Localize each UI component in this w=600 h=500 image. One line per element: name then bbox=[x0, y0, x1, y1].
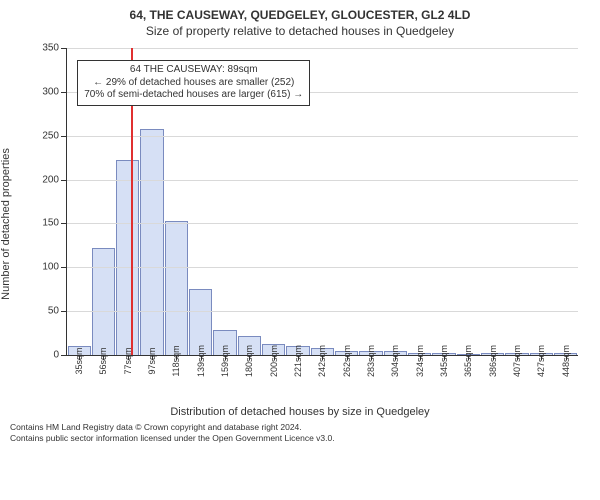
x-tick-label: 56sqm bbox=[98, 347, 108, 374]
x-axis-label: Distribution of detached houses by size … bbox=[10, 406, 590, 418]
x-tick-label: 180sqm bbox=[244, 345, 254, 377]
y-tick-label: 350 bbox=[42, 43, 59, 54]
x-tick-label: 386sqm bbox=[488, 345, 498, 377]
x-tick: 56sqm bbox=[91, 355, 115, 399]
plot-wrap: Number of detached properties 35sqm56sqm… bbox=[10, 44, 590, 404]
gridline bbox=[67, 180, 578, 181]
y-tick bbox=[61, 355, 67, 356]
footer: Contains HM Land Registry data © Crown c… bbox=[10, 422, 590, 443]
x-tick: 200sqm bbox=[262, 355, 286, 399]
footer-line-1: Contains HM Land Registry data © Crown c… bbox=[10, 422, 590, 433]
y-tick-label: 200 bbox=[42, 174, 59, 185]
x-tick-label: 118sqm bbox=[171, 345, 181, 376]
y-tick bbox=[61, 136, 67, 137]
annotation-line: 70% of semi-detached houses are larger (… bbox=[84, 89, 303, 102]
x-tick-label: 159sqm bbox=[220, 345, 230, 377]
x-tick-label: 139sqm bbox=[196, 345, 206, 377]
x-tick-label: 448sqm bbox=[561, 345, 571, 377]
gridline bbox=[67, 267, 578, 268]
y-tick bbox=[61, 180, 67, 181]
annotation-box: 64 THE CAUSEWAY: 89sqm← 29% of detached … bbox=[77, 60, 310, 106]
x-tick: 448sqm bbox=[554, 355, 578, 399]
page-subtitle: Size of property relative to detached ho… bbox=[10, 24, 590, 38]
x-tick-label: 365sqm bbox=[463, 345, 473, 377]
gridline bbox=[67, 136, 578, 137]
y-tick bbox=[61, 48, 67, 49]
x-tick: 427sqm bbox=[529, 355, 553, 399]
y-tick-label: 50 bbox=[48, 306, 59, 317]
x-tick: 97sqm bbox=[140, 355, 164, 399]
y-tick-label: 300 bbox=[42, 86, 59, 97]
y-tick-label: 150 bbox=[42, 218, 59, 229]
page-title: 64, THE CAUSEWAY, QUEDGELEY, GLOUCESTER,… bbox=[10, 8, 590, 22]
gridline bbox=[67, 223, 578, 224]
annotation-line: 64 THE CAUSEWAY: 89sqm bbox=[84, 64, 303, 77]
x-tick: 386sqm bbox=[481, 355, 505, 399]
x-tick-label: 407sqm bbox=[512, 345, 522, 377]
histogram-bar bbox=[116, 160, 139, 355]
x-tick: 77sqm bbox=[116, 355, 140, 399]
x-tick-label: 283sqm bbox=[366, 345, 376, 377]
x-tick: 304sqm bbox=[383, 355, 407, 399]
x-tick: 407sqm bbox=[505, 355, 529, 399]
x-tick: 139sqm bbox=[189, 355, 213, 399]
x-ticks-group: 35sqm56sqm77sqm97sqm118sqm139sqm159sqm18… bbox=[67, 355, 578, 399]
x-tick: 180sqm bbox=[237, 355, 261, 399]
x-tick: 283sqm bbox=[359, 355, 383, 399]
y-tick bbox=[61, 223, 67, 224]
chart-container: 64, THE CAUSEWAY, QUEDGELEY, GLOUCESTER,… bbox=[0, 0, 600, 500]
y-tick-label: 250 bbox=[42, 130, 59, 141]
x-tick-label: 345sqm bbox=[439, 345, 449, 377]
footer-line-2: Contains public sector information licen… bbox=[10, 433, 590, 444]
y-tick bbox=[61, 311, 67, 312]
y-tick bbox=[61, 92, 67, 93]
x-tick-label: 97sqm bbox=[147, 347, 157, 374]
x-tick-label: 304sqm bbox=[390, 345, 400, 377]
x-tick: 324sqm bbox=[408, 355, 432, 399]
x-tick: 345sqm bbox=[432, 355, 456, 399]
gridline bbox=[67, 311, 578, 312]
x-tick: 35sqm bbox=[67, 355, 91, 399]
x-tick-label: 242sqm bbox=[317, 345, 327, 377]
x-tick-label: 35sqm bbox=[74, 347, 84, 374]
x-tick: 159sqm bbox=[213, 355, 237, 399]
gridline bbox=[67, 48, 578, 49]
y-tick bbox=[61, 267, 67, 268]
x-tick: 242sqm bbox=[310, 355, 334, 399]
histogram-bar bbox=[140, 129, 163, 355]
x-tick-label: 324sqm bbox=[415, 345, 425, 377]
x-tick-label: 200sqm bbox=[269, 345, 279, 377]
x-tick-label: 427sqm bbox=[536, 345, 546, 377]
y-tick-label: 0 bbox=[53, 350, 59, 361]
y-axis-label: Number of detached properties bbox=[0, 148, 12, 300]
x-tick-label: 262sqm bbox=[342, 345, 352, 377]
y-tick-label: 100 bbox=[42, 262, 59, 273]
plot-area: 35sqm56sqm77sqm97sqm118sqm139sqm159sqm18… bbox=[66, 48, 578, 356]
x-tick: 262sqm bbox=[335, 355, 359, 399]
x-tick-label: 221sqm bbox=[293, 345, 303, 377]
x-tick: 221sqm bbox=[286, 355, 310, 399]
annotation-line: ← 29% of detached houses are smaller (25… bbox=[84, 77, 303, 90]
histogram-bar bbox=[92, 248, 115, 355]
histogram-bar bbox=[165, 221, 188, 355]
x-tick: 365sqm bbox=[456, 355, 480, 399]
x-tick: 118sqm bbox=[164, 355, 188, 399]
